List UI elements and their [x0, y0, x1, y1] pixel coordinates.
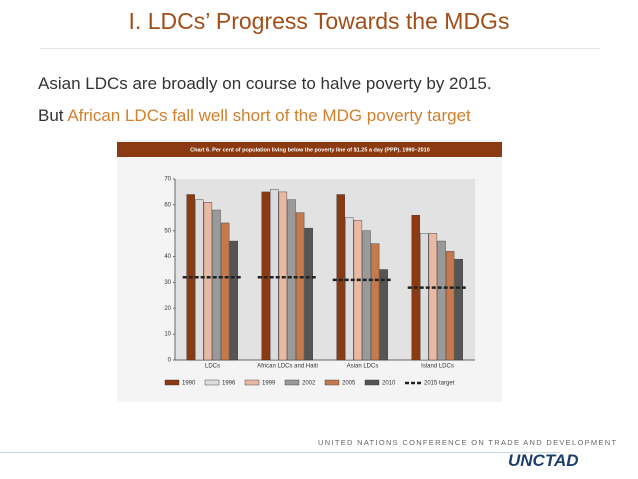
x-tick-label: African LDCs and Haiti	[257, 364, 318, 370]
bar	[270, 189, 279, 361]
bar	[362, 230, 371, 361]
footer-rule	[0, 452, 560, 453]
y-tick-label: 0	[168, 358, 172, 364]
legend-swatch	[364, 379, 380, 386]
title-rule	[40, 48, 600, 49]
highlight-text: African LDCs fall well short of the MDG …	[67, 106, 471, 125]
bar	[278, 191, 288, 361]
chart-title: Chart 6. Per cent of population living b…	[190, 147, 430, 153]
legend-label: 1990	[182, 381, 196, 387]
bar	[203, 202, 213, 361]
slide-title: I. LDCs’ Progress Towards the MDGs	[128, 8, 510, 34]
legend-label: 1999	[262, 381, 276, 387]
bar	[445, 251, 455, 361]
bar	[287, 199, 296, 361]
legend-label: 1996	[222, 381, 236, 387]
body-text: But	[38, 106, 64, 125]
bar	[220, 222, 230, 361]
legend-swatch	[244, 379, 260, 386]
bar	[428, 233, 438, 361]
bar	[304, 227, 313, 361]
y-tick-label: 30	[164, 280, 171, 286]
y-tick-label: 60	[164, 202, 171, 208]
bar	[370, 243, 380, 361]
bar	[353, 220, 363, 361]
legend-swatch	[324, 379, 340, 386]
bar	[336, 194, 345, 361]
legend-swatch	[164, 379, 180, 386]
bar	[229, 240, 238, 361]
legend-label: 2005	[342, 381, 356, 387]
bar	[345, 217, 354, 361]
body-line: But African LDCs fall well short of the …	[38, 106, 471, 126]
y-tick-label: 20	[164, 306, 171, 312]
bar	[379, 269, 388, 361]
legend-label: 2002	[302, 381, 316, 387]
x-tick-label: Island LDCs	[421, 364, 454, 370]
y-tick-label: 70	[164, 177, 171, 183]
x-tick-label: LDCs	[205, 364, 220, 370]
legend-label: 2010	[382, 381, 396, 387]
legend-swatch	[204, 379, 220, 386]
bar	[295, 212, 305, 361]
bar	[195, 199, 204, 361]
bar	[212, 209, 221, 361]
footer-text: UNITED NATIONS CONFERENCE ON TRADE AND D…	[318, 438, 618, 447]
bar	[420, 233, 429, 361]
bar	[454, 258, 463, 361]
bar	[437, 240, 446, 361]
y-tick-label: 50	[164, 228, 171, 234]
y-tick-label: 10	[164, 332, 171, 338]
x-tick-label: Asian LDCs	[347, 364, 379, 370]
body-line: Asian LDCs are broadly on course to halv…	[38, 74, 492, 93]
y-tick-label: 40	[164, 254, 171, 260]
chart-header	[117, 142, 502, 157]
legend-swatch	[284, 379, 300, 386]
logo: UNCTAD	[508, 451, 579, 470]
bar	[261, 191, 270, 361]
legend-label: 2015 target	[424, 381, 455, 387]
